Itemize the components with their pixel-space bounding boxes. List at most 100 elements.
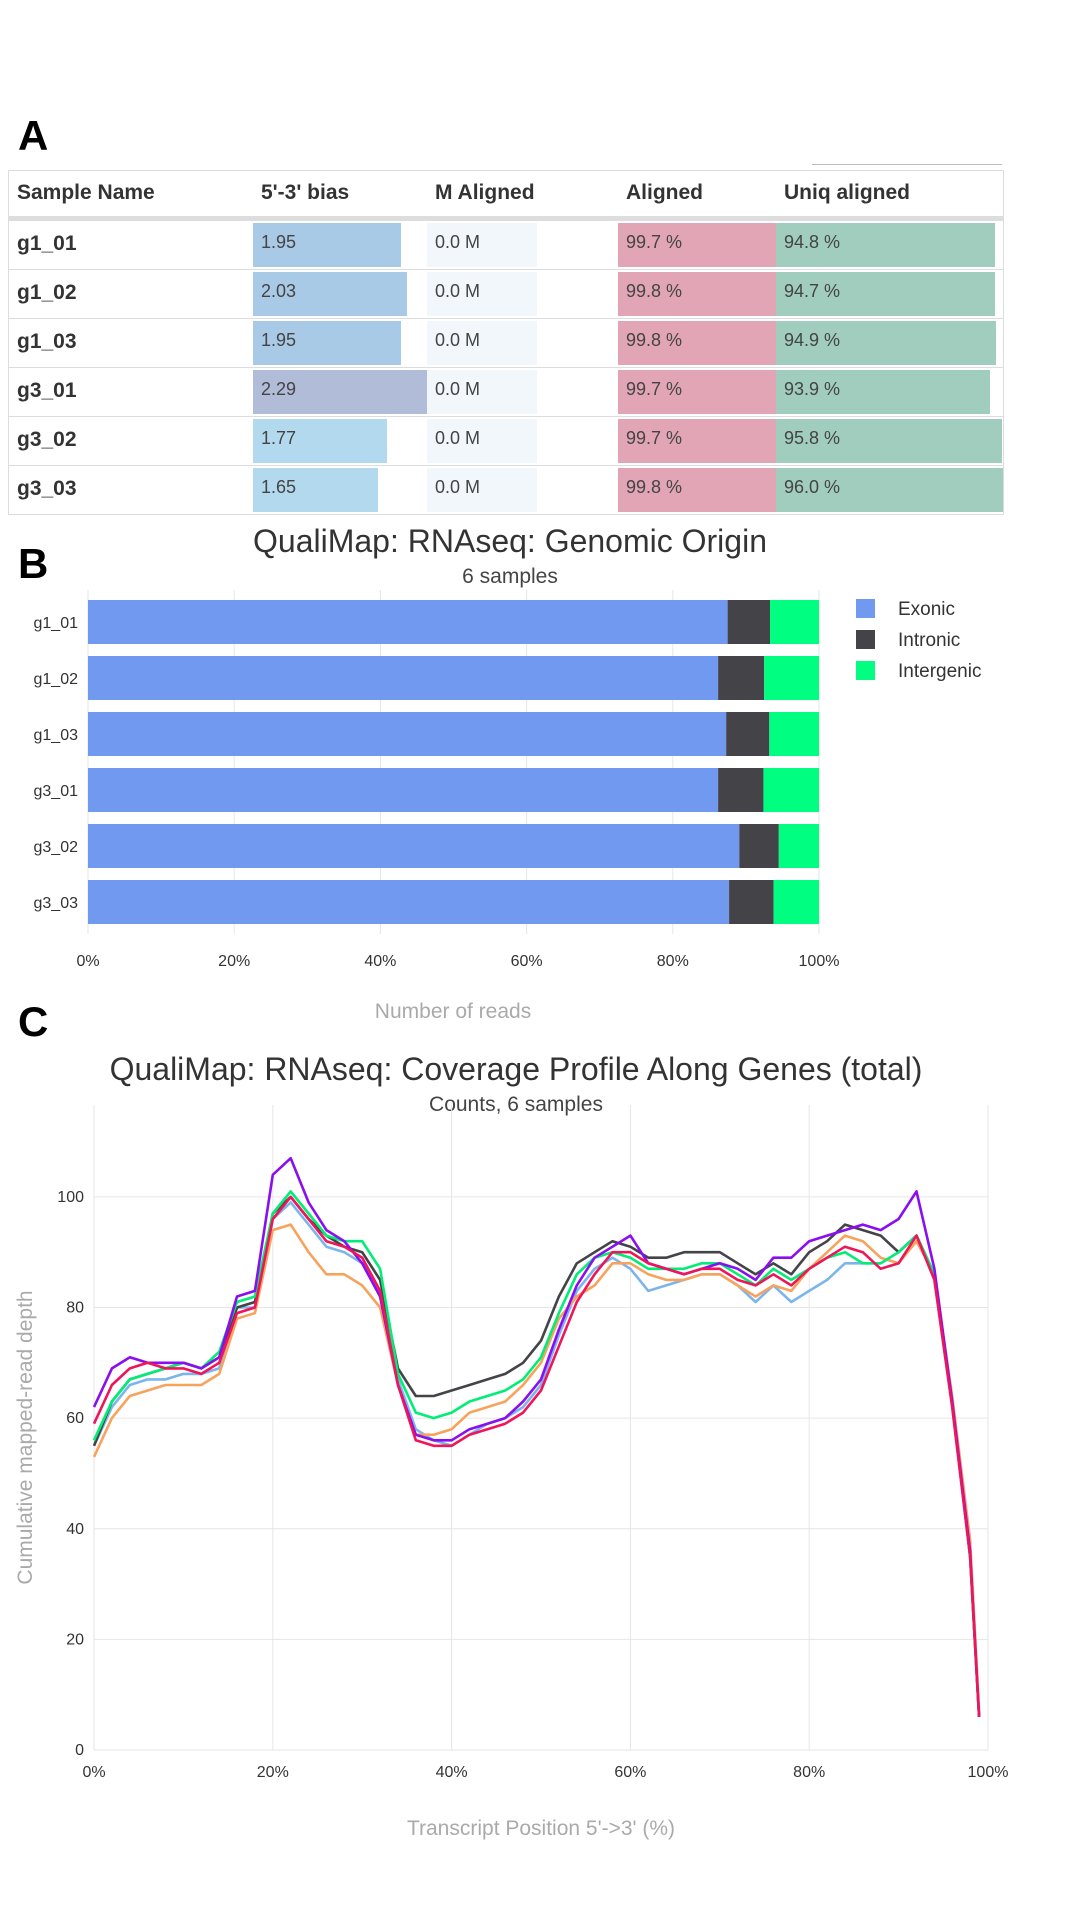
sample-name: g1_01 xyxy=(17,232,77,255)
aligned-cell-value: 99.8 % xyxy=(626,477,683,497)
chart-b-category-label: g1_01 xyxy=(34,615,79,632)
chart-b-bar-intronic xyxy=(726,712,770,756)
chart-b-bar-exonic xyxy=(88,600,728,644)
bias-cell: 1.95 xyxy=(253,223,402,267)
chart-b-bar-exonic xyxy=(88,768,719,812)
table-header: Sample Name 5'-3' bias M Aligned Aligned… xyxy=(9,171,1003,220)
chart-b-xlabel: Number of reads xyxy=(375,1000,531,1023)
uniq-aligned-cell: 93.9 % xyxy=(776,370,990,414)
chart-b-legend-label: Intronic xyxy=(898,630,960,651)
chart-c-title: QualiMap: RNAseq: Coverage Profile Along… xyxy=(110,1051,923,1087)
chart-c-xtick: 60% xyxy=(614,1764,646,1781)
chart-b-bar-intergenic xyxy=(770,600,819,644)
chart-b-legend-swatch xyxy=(856,630,875,649)
aligned-cell-value: 99.8 % xyxy=(626,281,683,301)
header-bias[interactable]: 5'-3' bias xyxy=(261,181,350,204)
chart-b-legend-label: Intergenic xyxy=(898,661,981,682)
aligned-cell-value: 99.7 % xyxy=(626,379,683,399)
m-aligned-cell: 0.0 M xyxy=(427,272,537,316)
chart-c-xtick: 20% xyxy=(257,1764,289,1781)
aligned-cell-value: 99.7 % xyxy=(626,232,683,252)
chart-b-title: QualiMap: RNAseq: Genomic Origin xyxy=(253,523,767,559)
header-aligned[interactable]: Aligned xyxy=(626,181,703,204)
table-top-rule xyxy=(812,164,1002,165)
chart-b-xtick: 0% xyxy=(76,953,99,970)
uniq-aligned-cell-value: 96.0 % xyxy=(784,477,841,497)
stats-table: Sample Name 5'-3' bias M Aligned Aligned… xyxy=(8,170,1004,515)
chart-b-legend-label: Exonic xyxy=(898,599,955,620)
chart-c-series-line-1 xyxy=(92,1201,981,1717)
chart-b-category-label: g3_01 xyxy=(34,783,79,800)
aligned-cell: 99.8 % xyxy=(618,468,776,512)
bias-cell-value: 1.65 xyxy=(261,477,297,497)
uniq-aligned-cell-value: 94.7 % xyxy=(784,281,841,301)
chart-b-subtitle: 6 samples xyxy=(462,565,558,588)
uniq-aligned-cell-value: 94.8 % xyxy=(784,232,841,252)
chart-c-xtick: 0% xyxy=(82,1764,105,1781)
uniq-aligned-cell-value: 94.9 % xyxy=(784,330,841,350)
bias-cell: 1.65 xyxy=(253,468,379,512)
chart-b-bar-exonic xyxy=(88,712,727,756)
bias-cell: 2.29 xyxy=(253,370,427,414)
chart-b-category-label: g1_02 xyxy=(34,671,79,688)
m-aligned-cell: 0.0 M xyxy=(427,370,537,414)
panel-label-a: A xyxy=(18,112,49,159)
chart-b-bar-exonic xyxy=(88,824,740,868)
chart-b-bar-intergenic xyxy=(773,880,819,924)
m-aligned-cell-value: 0.0 M xyxy=(435,281,481,301)
panel-label-c: C xyxy=(18,998,49,1045)
chart-b-xtick: 80% xyxy=(657,953,689,970)
chart-c-ytick: 0 xyxy=(75,1742,84,1759)
sample-name: g1_03 xyxy=(17,330,77,353)
chart-b-bar-exonic xyxy=(88,656,719,700)
chart-b-bar-intronic xyxy=(718,656,765,700)
aligned-cell: 99.7 % xyxy=(618,370,776,414)
coverage-profile-chart: QualiMap: RNAseq: Coverage Profile Along… xyxy=(14,1051,1009,1840)
uniq-aligned-cell: 94.7 % xyxy=(776,272,995,316)
sample-name: g3_03 xyxy=(17,477,77,500)
chart-b-bar-exonic xyxy=(88,880,730,924)
chart-b-category-label: g3_03 xyxy=(34,895,79,912)
bias-cell-value: 1.95 xyxy=(261,232,297,252)
chart-c-ylabel: Cumulative mapped-read depth xyxy=(14,1290,37,1584)
chart-b-category-label: g3_02 xyxy=(34,839,79,856)
m-aligned-cell: 0.0 M xyxy=(427,223,537,267)
header-m-aligned[interactable]: M Aligned xyxy=(435,181,535,204)
chart-b-xtick: 20% xyxy=(218,953,250,970)
chart-b-xtick: 60% xyxy=(511,953,543,970)
aligned-cell-value: 99.8 % xyxy=(626,330,683,350)
chart-c-xtick: 80% xyxy=(793,1764,825,1781)
chart-c-xtick: 100% xyxy=(968,1764,1009,1781)
chart-c-subtitle: Counts, 6 samples xyxy=(429,1093,603,1116)
header-sample-name[interactable]: Sample Name xyxy=(17,181,155,204)
bias-cell-value: 2.29 xyxy=(261,379,297,399)
uniq-aligned-cell: 94.9 % xyxy=(776,321,997,365)
chart-b-category-label: g1_03 xyxy=(34,727,79,744)
chart-b-xtick: 40% xyxy=(364,953,396,970)
table-row: g1_03 1.95 0.0 M 99.8 % 94.9 % xyxy=(9,318,1003,367)
chart-c-ytick: 80 xyxy=(66,1300,84,1317)
chart-b-xtick: 100% xyxy=(799,953,840,970)
aligned-cell: 99.7 % xyxy=(618,419,776,463)
m-aligned-cell-value: 0.0 M xyxy=(435,379,481,399)
chart-c-series-line-4 xyxy=(92,1190,981,1717)
bias-cell: 1.77 xyxy=(253,419,388,463)
m-aligned-cell-value: 0.0 M xyxy=(435,232,481,252)
chart-b-bar-intronic xyxy=(739,824,779,868)
chart-c-series-line-6 xyxy=(92,1195,981,1717)
header-uniq-aligned[interactable]: Uniq aligned xyxy=(784,181,910,204)
m-aligned-cell: 0.0 M xyxy=(427,419,537,463)
sample-name: g1_02 xyxy=(17,281,77,304)
chart-b-bar-intergenic xyxy=(778,824,819,868)
aligned-cell: 99.7 % xyxy=(618,223,776,267)
bias-cell-value: 2.03 xyxy=(261,281,297,301)
chart-c-ytick: 60 xyxy=(66,1410,84,1427)
uniq-aligned-cell-value: 95.8 % xyxy=(784,428,841,448)
chart-b-bar-intergenic xyxy=(764,656,819,700)
table-row: g3_02 1.77 0.0 M 99.7 % 95.8 % xyxy=(9,416,1003,465)
genomic-origin-chart: QualiMap: RNAseq: Genomic Origin 6 sample… xyxy=(34,523,982,1023)
uniq-aligned-cell: 95.8 % xyxy=(776,419,1002,463)
m-aligned-cell-value: 0.0 M xyxy=(435,428,481,448)
uniq-aligned-cell: 96.0 % xyxy=(776,468,1003,512)
m-aligned-cell: 0.0 M xyxy=(427,468,537,512)
